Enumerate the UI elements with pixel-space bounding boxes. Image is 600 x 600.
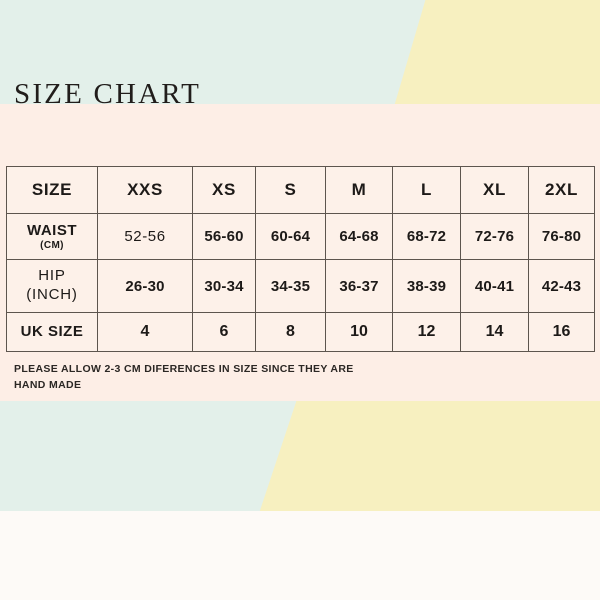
row-label-hip: HIP (INCH): [6, 259, 98, 313]
hip-value-xxs: 26-30: [97, 259, 193, 313]
header-cell-xxs: XXS: [97, 166, 193, 214]
row-label-hip-text: HIP: [38, 267, 66, 285]
hip-value-xs: 30-34: [192, 259, 256, 313]
row-label-waist-unit: (CM): [40, 239, 64, 251]
hip-value-s: 34-35: [255, 259, 326, 313]
uk-value-xs: 6: [192, 312, 256, 352]
waist-value-m: 64-68: [325, 213, 393, 260]
hip-value-l: 38-39: [392, 259, 461, 313]
row-label-waist: WAIST (CM): [6, 213, 98, 260]
hip-value-m: 36-37: [325, 259, 393, 313]
row-label-uk-size: UK SIZE: [6, 312, 98, 352]
hip-value-xl: 40-41: [460, 259, 529, 313]
header-cell-2xl: 2XL: [528, 166, 595, 214]
header-cell-s: S: [255, 166, 326, 214]
row-label-hip-unit: (INCH): [26, 286, 78, 303]
uk-value-2xl: 16: [528, 312, 595, 352]
top-decorative-band: [0, 0, 600, 104]
row-label-waist-text: WAIST: [27, 221, 77, 239]
yellow-shape-top: [394, 0, 600, 104]
uk-value-s: 8: [255, 312, 326, 352]
header-cell-xs: XS: [192, 166, 256, 214]
uk-value-l: 12: [392, 312, 461, 352]
bottom-decorative-band: [0, 401, 600, 511]
table-row-waist: WAIST (CM) 52-56 56-60 60-64 64-68 68-72…: [6, 213, 595, 260]
table-header-row: SIZE XXS XS S M L XL 2XL: [6, 166, 595, 214]
uk-value-m: 10: [325, 312, 393, 352]
waist-value-xl: 72-76: [460, 213, 529, 260]
header-cell-m: M: [325, 166, 393, 214]
yellow-shape-bottom: [259, 401, 600, 511]
header-cell-size: SIZE: [6, 166, 98, 214]
table-row-uk-size: UK SIZE 4 6 8 10 12 14 16: [6, 312, 595, 352]
header-cell-l: L: [392, 166, 461, 214]
size-chart-table: SIZE XXS XS S M L XL 2XL WAIST (CM): [6, 166, 595, 352]
table-row-hip: HIP (INCH) 26-30 30-34 34-35 36-37 38-39…: [6, 259, 595, 313]
waist-value-xxs: 52-56: [97, 213, 193, 260]
header-cell-xl: XL: [460, 166, 529, 214]
uk-value-xl: 14: [460, 312, 529, 352]
size-chart-table-wrapper: SIZE XXS XS S M L XL 2XL WAIST (CM): [6, 166, 595, 352]
waist-value-2xl: 76-80: [528, 213, 595, 260]
uk-value-xxs: 4: [97, 312, 193, 352]
hip-value-2xl: 42-43: [528, 259, 595, 313]
waist-value-l: 68-72: [392, 213, 461, 260]
waist-value-xs: 56-60: [192, 213, 256, 260]
page-title: SIZE CHART: [14, 78, 202, 110]
waist-value-s: 60-64: [255, 213, 326, 260]
footnote-text: PLEASE ALLOW 2-3 CM DIFERENCES IN SIZE S…: [14, 363, 354, 391]
bottom-fill-area: [0, 511, 600, 600]
